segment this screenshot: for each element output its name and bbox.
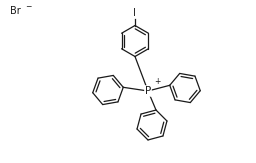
Text: P: P <box>145 86 151 96</box>
Text: +: + <box>154 76 161 86</box>
Text: Br: Br <box>10 6 21 16</box>
Text: I: I <box>133 7 135 17</box>
Text: −: − <box>26 2 32 12</box>
